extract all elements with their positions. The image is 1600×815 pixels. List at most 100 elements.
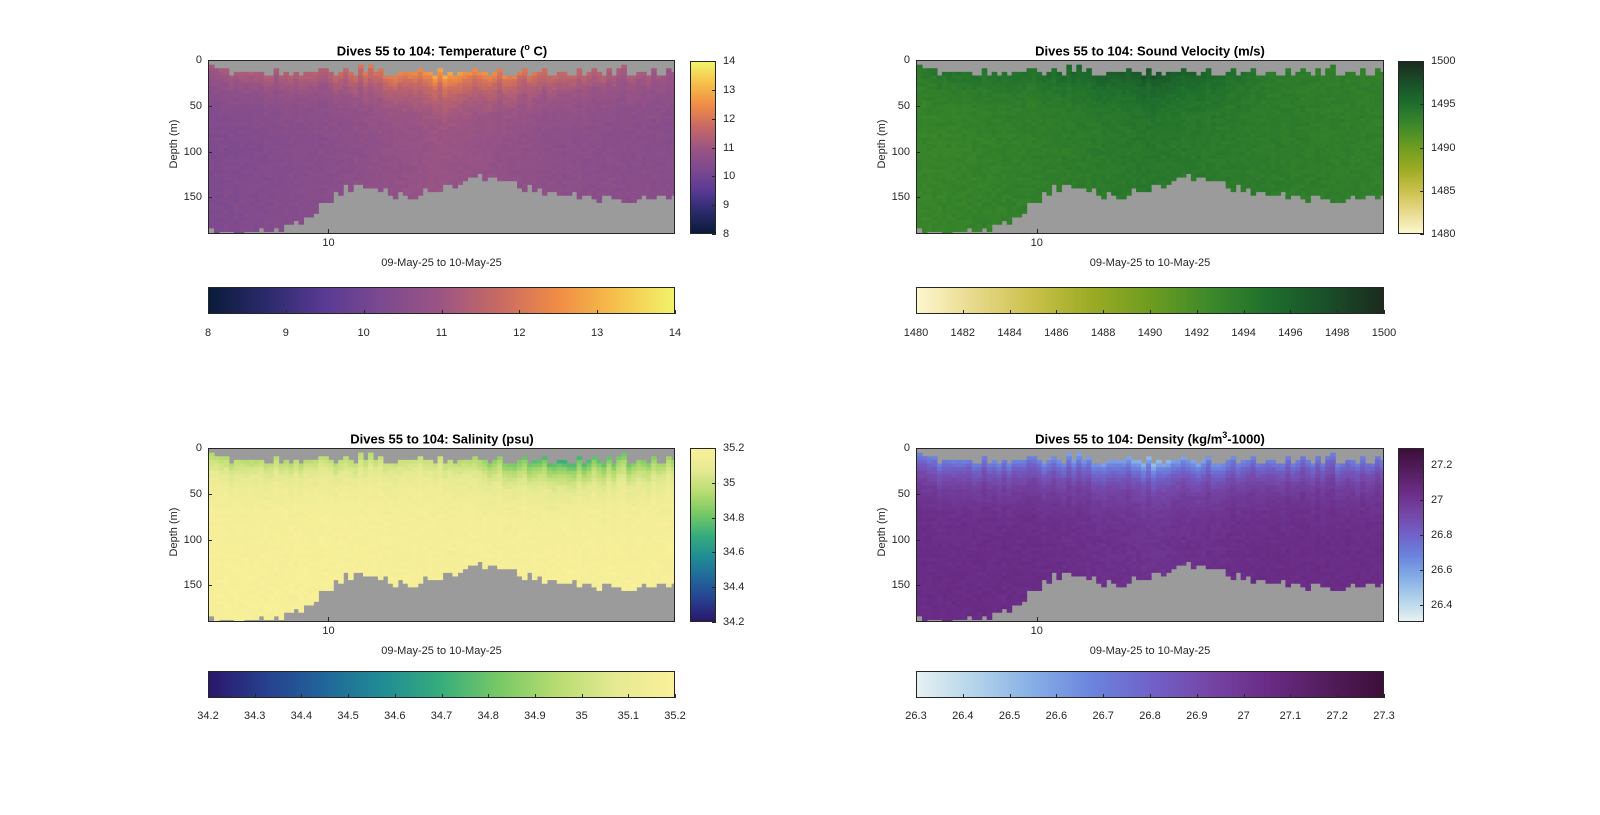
heatmap-cell	[233, 93, 240, 98]
heatmap-cell	[263, 90, 270, 95]
heatmap-cell	[472, 71, 478, 77]
heatmap-cell	[452, 177, 459, 182]
heatmap-cell	[1051, 144, 1058, 149]
heatmap-cell	[363, 75, 369, 80]
heatmap-cell	[303, 195, 309, 200]
heatmap-cell	[996, 209, 1003, 214]
heatmap-cell	[1011, 213, 1018, 218]
heatmap-cell	[263, 100, 270, 106]
heatmap-cell	[213, 202, 220, 207]
heatmap-cell	[561, 137, 568, 142]
heatmap-cell	[213, 198, 220, 203]
heatmap-cell	[233, 71, 240, 77]
heatmap-cell	[477, 137, 483, 142]
heatmap-cell	[338, 191, 344, 196]
heatmap-cell	[641, 144, 647, 149]
heatmap-cell	[353, 126, 359, 131]
heatmap-cell	[1026, 115, 1033, 120]
heatmap-cell	[512, 177, 518, 182]
heatmap-cell	[1086, 86, 1092, 91]
heatmap-cell	[303, 90, 309, 95]
heatmap-cell	[636, 169, 642, 174]
heatmap-cell	[651, 144, 657, 149]
heatmap-cell	[278, 184, 285, 189]
heatmap-cell	[661, 119, 667, 124]
heatmap-cell	[417, 86, 424, 91]
heatmap-cell	[462, 140, 468, 145]
heatmap-cell	[601, 108, 608, 113]
heatmap-cell	[1001, 82, 1008, 87]
heatmap-cell	[1051, 151, 1058, 156]
heatmap-cell	[661, 155, 667, 160]
heatmap-cell	[323, 79, 329, 84]
heatmap-cell	[288, 169, 295, 174]
heatmap-cell	[353, 97, 359, 102]
heatmap-cell	[248, 195, 255, 200]
heatmap-cell	[377, 144, 384, 149]
heatmap-cell	[1011, 90, 1018, 95]
heatmap-cell	[936, 86, 943, 91]
heatmap-cell	[926, 111, 933, 116]
heatmap-cell	[263, 177, 270, 182]
heatmap-cell	[991, 79, 998, 84]
heatmap-cell	[412, 97, 419, 102]
heatmap-cell	[228, 202, 235, 207]
heatmap-cell	[971, 169, 978, 174]
heatmap-cell	[333, 187, 339, 193]
heatmap-cell	[1036, 79, 1043, 84]
heatmap-cell	[526, 122, 533, 127]
heatmap-cell	[283, 93, 290, 98]
heatmap-cell	[497, 162, 503, 167]
heatmap-cell	[268, 158, 275, 164]
heatmap-cell	[556, 148, 563, 153]
heatmap-cell	[243, 126, 250, 131]
heatmap-cell	[991, 220, 998, 225]
heatmap-cell	[372, 148, 379, 153]
heatmap-cell	[661, 104, 667, 109]
heatmap-cell	[328, 155, 334, 160]
heatmap-cell	[422, 90, 429, 95]
heatmap-cell	[921, 100, 928, 106]
heatmap-cell	[273, 90, 280, 95]
heatmap-cell	[1031, 93, 1038, 98]
heatmap-cell	[941, 198, 948, 203]
heatmap-cell	[427, 86, 434, 91]
heatmap-cell	[591, 97, 598, 102]
heatmap-cell	[1121, 180, 1127, 185]
heatmap-cell	[457, 166, 463, 171]
heatmap-cell	[981, 129, 988, 135]
heatmap-cell	[946, 75, 953, 80]
heatmap-cell	[298, 137, 304, 142]
heatmap-cell	[492, 151, 498, 156]
heatmap-cell	[606, 126, 613, 131]
heatmap-cell	[566, 173, 573, 178]
heatmap-cell	[1036, 173, 1043, 178]
heatmap-cell	[283, 119, 290, 124]
heatmap-cell	[427, 148, 434, 153]
heatmap-cell	[397, 100, 404, 106]
heatmap-cell	[951, 129, 958, 135]
heatmap-cell	[392, 133, 399, 138]
heatmap-cell	[482, 137, 488, 142]
heatmap-cell	[986, 151, 993, 156]
heatmap-cell	[273, 82, 280, 87]
heatmap-cell	[303, 177, 309, 182]
heatmap-cell	[1041, 86, 1048, 91]
heatmap-cell	[917, 224, 923, 229]
heatmap-cell	[651, 137, 657, 142]
heatmap-cell	[437, 137, 444, 142]
heatmap-cell	[1011, 198, 1018, 203]
heatmap-cell	[422, 79, 429, 84]
heatmap-cell	[477, 133, 483, 138]
heatmap-cell	[556, 177, 563, 182]
heatmap-cell	[1121, 111, 1127, 116]
heatmap-cell	[1091, 119, 1097, 124]
heatmap-cell	[1066, 180, 1072, 185]
heatmap-cell	[571, 140, 578, 145]
heatmap-cell	[636, 140, 642, 145]
heatmap-cell	[641, 169, 647, 174]
heatmap-cell	[492, 166, 498, 171]
heatmap-cell	[541, 122, 548, 127]
heatmap-cell	[407, 111, 414, 116]
heatmap-cell	[601, 137, 608, 142]
